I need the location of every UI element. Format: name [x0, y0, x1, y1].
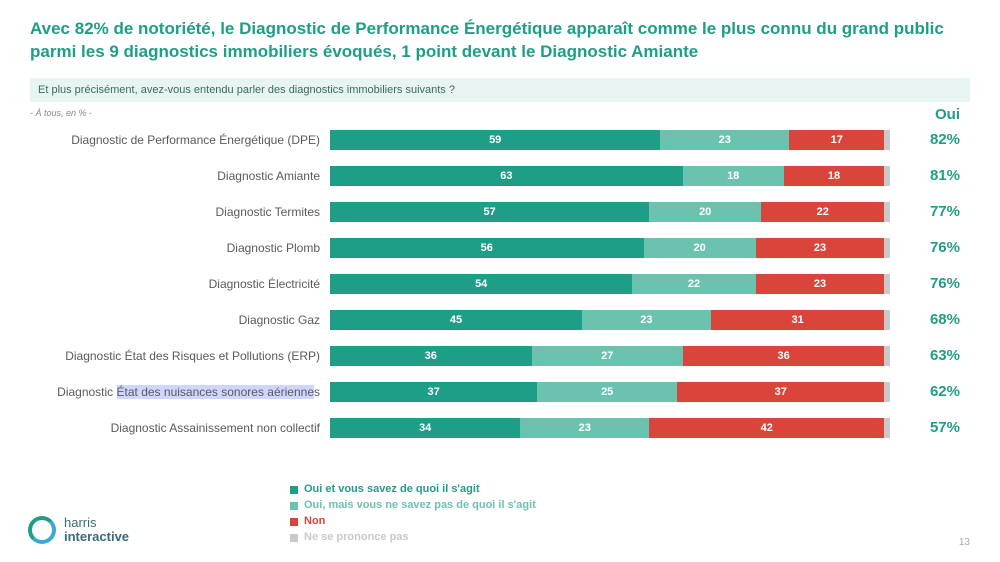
bar-track: 572022 — [330, 202, 890, 222]
oui-column-header: Oui — [935, 106, 960, 123]
row-label: Diagnostic État des nuisances sonores aé… — [30, 385, 330, 399]
legend-swatch-icon — [290, 518, 298, 526]
oui-total: 77% — [890, 203, 960, 220]
oui-total: 76% — [890, 239, 960, 256]
legend-swatch-icon — [290, 534, 298, 542]
row-label: Diagnostic Amiante — [30, 169, 330, 183]
bar-segment: 17 — [789, 130, 884, 150]
legend-label: Non — [304, 514, 325, 530]
bar-track: 562023 — [330, 238, 890, 258]
bar-segment: 42 — [649, 418, 884, 438]
bar-segment: 25 — [537, 382, 677, 402]
legend-item: Oui et vous savez de quoi il s'agit — [290, 482, 536, 498]
legend-swatch-icon — [290, 486, 298, 494]
bar-track: 542223 — [330, 274, 890, 294]
row-label: Diagnostic Plomb — [30, 241, 330, 255]
bar-segment: 57 — [330, 202, 649, 222]
bar-track: 452331 — [330, 310, 890, 330]
logo-ring-icon — [28, 516, 56, 544]
oui-total: 81% — [890, 167, 960, 184]
bar-segment: 45 — [330, 310, 582, 330]
chart-row: Diagnostic État des nuisances sonores aé… — [30, 374, 970, 410]
bar-track: 372537 — [330, 382, 890, 402]
bar-chart: Oui Diagnostic de Performance Énergétiqu… — [30, 122, 970, 446]
legend-item: Ne se prononce pas — [290, 530, 536, 546]
oui-total: 68% — [890, 311, 960, 328]
bar-segment: 20 — [649, 202, 761, 222]
row-label: Diagnostic État des Risques et Pollution… — [30, 349, 330, 363]
legend-swatch-icon — [290, 502, 298, 510]
bar-segment: 56 — [330, 238, 644, 258]
chart-row: Diagnostic Électricité54222376% — [30, 266, 970, 302]
chart-row: Diagnostic de Performance Énergétique (D… — [30, 122, 970, 158]
bar-track: 592317 — [330, 130, 890, 150]
bar-segment: 36 — [330, 346, 532, 366]
bar-segment: 36 — [683, 346, 885, 366]
chart-row: Diagnostic Assainissement non collectif3… — [30, 410, 970, 446]
brand-logo: harris interactive — [28, 516, 129, 544]
bar-track: 631818 — [330, 166, 890, 186]
chart-row: Diagnostic Gaz45233168% — [30, 302, 970, 338]
bar-segment: 34 — [330, 418, 520, 438]
chart-row: Diagnostic État des Risques et Pollution… — [30, 338, 970, 374]
row-label: Diagnostic de Performance Énergétique (D… — [30, 133, 330, 147]
row-label: Diagnostic Gaz — [30, 313, 330, 327]
legend-label: Ne se prononce pas — [304, 530, 409, 546]
bar-segment: 37 — [330, 382, 537, 402]
oui-total: 62% — [890, 383, 960, 400]
bar-segment: 23 — [520, 418, 649, 438]
logo-text: harris interactive — [64, 516, 129, 543]
oui-total: 82% — [890, 131, 960, 148]
bar-segment: 54 — [330, 274, 632, 294]
oui-total: 63% — [890, 347, 960, 364]
chart-row: Diagnostic Amiante63181881% — [30, 158, 970, 194]
legend-label: Oui et vous savez de quoi il s'agit — [304, 482, 480, 498]
basis-note: - À tous, en % - — [30, 108, 970, 118]
row-label: Diagnostic Assainissement non collectif — [30, 421, 330, 435]
page-number: 13 — [959, 537, 970, 548]
row-label: Diagnostic Électricité — [30, 277, 330, 291]
row-label: Diagnostic Termites — [30, 205, 330, 219]
chart-row: Diagnostic Plomb56202376% — [30, 230, 970, 266]
bar-segment: 23 — [756, 274, 885, 294]
bar-segment: 59 — [330, 130, 660, 150]
oui-total: 57% — [890, 419, 960, 436]
bar-segment: 27 — [532, 346, 683, 366]
bar-track: 342342 — [330, 418, 890, 438]
legend-item: Oui, mais vous ne savez pas de quoi il s… — [290, 498, 536, 514]
chart-legend: Oui et vous savez de quoi il s'agitOui, … — [290, 482, 536, 546]
bar-segment: 63 — [330, 166, 683, 186]
bar-segment: 23 — [582, 310, 711, 330]
bar-segment: 22 — [632, 274, 755, 294]
question-subtitle: Et plus précisément, avez-vous entendu p… — [30, 78, 970, 102]
bar-segment: 31 — [711, 310, 885, 330]
bar-segment: 18 — [784, 166, 885, 186]
legend-label: Oui, mais vous ne savez pas de quoi il s… — [304, 498, 536, 514]
bar-segment: 20 — [644, 238, 756, 258]
bar-segment: 23 — [660, 130, 789, 150]
bar-segment: 22 — [761, 202, 884, 222]
bar-track: 362736 — [330, 346, 890, 366]
bar-segment: 18 — [683, 166, 784, 186]
bar-segment: 23 — [756, 238, 885, 258]
oui-total: 76% — [890, 275, 960, 292]
page-title: Avec 82% de notoriété, le Diagnostic de … — [30, 18, 970, 64]
chart-row: Diagnostic Termites57202277% — [30, 194, 970, 230]
bar-segment: 37 — [677, 382, 884, 402]
legend-item: Non — [290, 514, 536, 530]
